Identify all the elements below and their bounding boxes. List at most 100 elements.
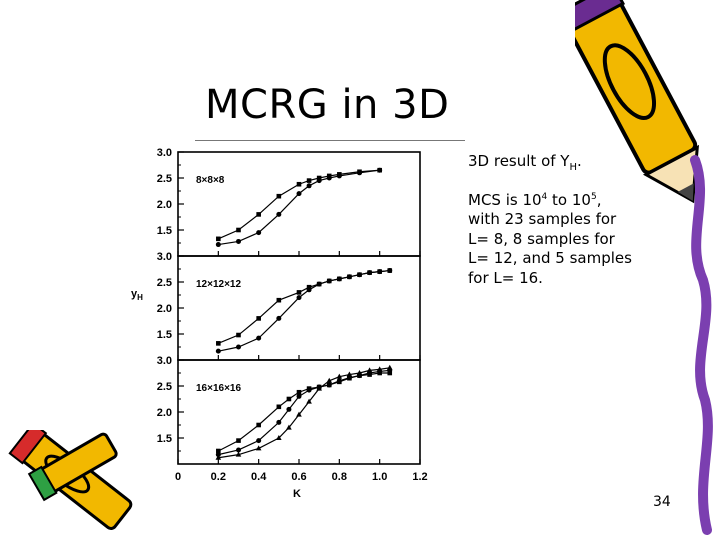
data-point [316, 385, 322, 391]
data-point [286, 406, 292, 412]
data-point [276, 297, 282, 303]
y-axis-label: yH [131, 288, 143, 302]
data-point [356, 370, 363, 375]
x-axis-label: K [293, 488, 301, 500]
data-point [316, 178, 322, 184]
data-point [336, 276, 342, 282]
data-point [326, 382, 332, 388]
y-tick-label: 2.0 [157, 303, 172, 315]
data-point [256, 438, 262, 444]
data-point [306, 398, 312, 404]
y-tick-label: 3.0 [157, 251, 172, 263]
x-tick-label: 1.2 [412, 471, 427, 483]
data-point [316, 175, 322, 181]
description-paragraph: MCS is 104 to 105, with 23 samples for L… [468, 190, 632, 287]
data-point [336, 173, 342, 179]
data-point [276, 404, 282, 410]
y-tick-label: 2.0 [157, 407, 172, 419]
data-point [296, 290, 302, 295]
description-line1: 3D result of YH. [468, 152, 582, 173]
data-point [357, 170, 362, 176]
panel-label: 8×8×8 [196, 175, 225, 186]
y-tick-label: 1.5 [157, 329, 172, 341]
data-point [256, 316, 261, 321]
pencil-top-right-icon [575, 0, 713, 535]
y-tick-label: 1.5 [157, 225, 172, 237]
data-point [346, 371, 353, 377]
data-point [216, 236, 221, 242]
series-line [218, 369, 390, 456]
series-line [218, 269, 390, 352]
y-tick-label: 2.5 [157, 173, 172, 185]
data-point [215, 348, 221, 354]
y-tick-label: 3.0 [157, 147, 172, 159]
data-point [357, 272, 362, 278]
page-number: 34 [653, 494, 671, 510]
data-point [306, 178, 312, 183]
data-point [276, 435, 282, 440]
panel-label: 12×12×12 [196, 279, 241, 290]
series-line [218, 169, 380, 246]
y-tick-label: 2.5 [157, 277, 172, 289]
y-tick-label: 1.5 [157, 433, 172, 445]
data-point [326, 377, 333, 383]
data-point [336, 373, 343, 379]
data-point [276, 315, 282, 321]
data-point [215, 452, 221, 458]
data-point [296, 191, 302, 197]
y-tick-label: 2.5 [157, 381, 172, 393]
x-tick-label: 0.6 [291, 471, 306, 483]
series-line [218, 169, 380, 240]
data-point [276, 193, 282, 199]
data-point [276, 211, 282, 217]
y-tick-label: 2.0 [157, 199, 172, 211]
x-tick-label: 0.2 [211, 471, 226, 483]
data-point [326, 278, 332, 284]
data-point [256, 230, 262, 236]
data-point [256, 212, 261, 217]
data-point [367, 270, 373, 276]
data-point [387, 370, 393, 376]
pencil-bottom-left-icon [8, 430, 133, 531]
data-point [296, 295, 302, 301]
panel-label: 16×16×16 [196, 383, 241, 394]
data-point [256, 335, 262, 341]
x-tick-label: 0 [175, 471, 181, 483]
data-point [296, 181, 302, 187]
data-point [235, 451, 242, 457]
data-point [215, 454, 222, 460]
description: 3D result of YH. MCS is 104 to 105, with… [468, 152, 638, 298]
data-point [286, 396, 292, 402]
data-point [236, 344, 241, 350]
data-point [236, 447, 241, 453]
data-point [387, 268, 393, 274]
data-point [366, 367, 373, 373]
data-point [286, 424, 292, 430]
title-underline [195, 140, 465, 141]
data-point [377, 167, 383, 173]
data-point [306, 183, 312, 189]
x-tick-label: 0.8 [332, 471, 347, 483]
data-point [236, 438, 241, 443]
panel-frame [177, 151, 421, 257]
data-point [296, 411, 302, 417]
data-point [377, 269, 383, 275]
data-point [216, 341, 221, 346]
data-point [306, 287, 312, 293]
data-point [296, 393, 302, 399]
series-line [218, 367, 390, 459]
data-point [296, 389, 302, 395]
data-point [236, 332, 241, 338]
data-point [326, 175, 332, 181]
data-point [276, 419, 282, 425]
data-point [306, 387, 312, 393]
data-point [236, 238, 241, 244]
data-point [256, 422, 261, 428]
data-point [215, 242, 221, 248]
data-point [386, 364, 393, 370]
data-point [346, 274, 352, 280]
data-point [316, 281, 322, 287]
data-point [236, 227, 241, 233]
series-line [218, 269, 390, 344]
